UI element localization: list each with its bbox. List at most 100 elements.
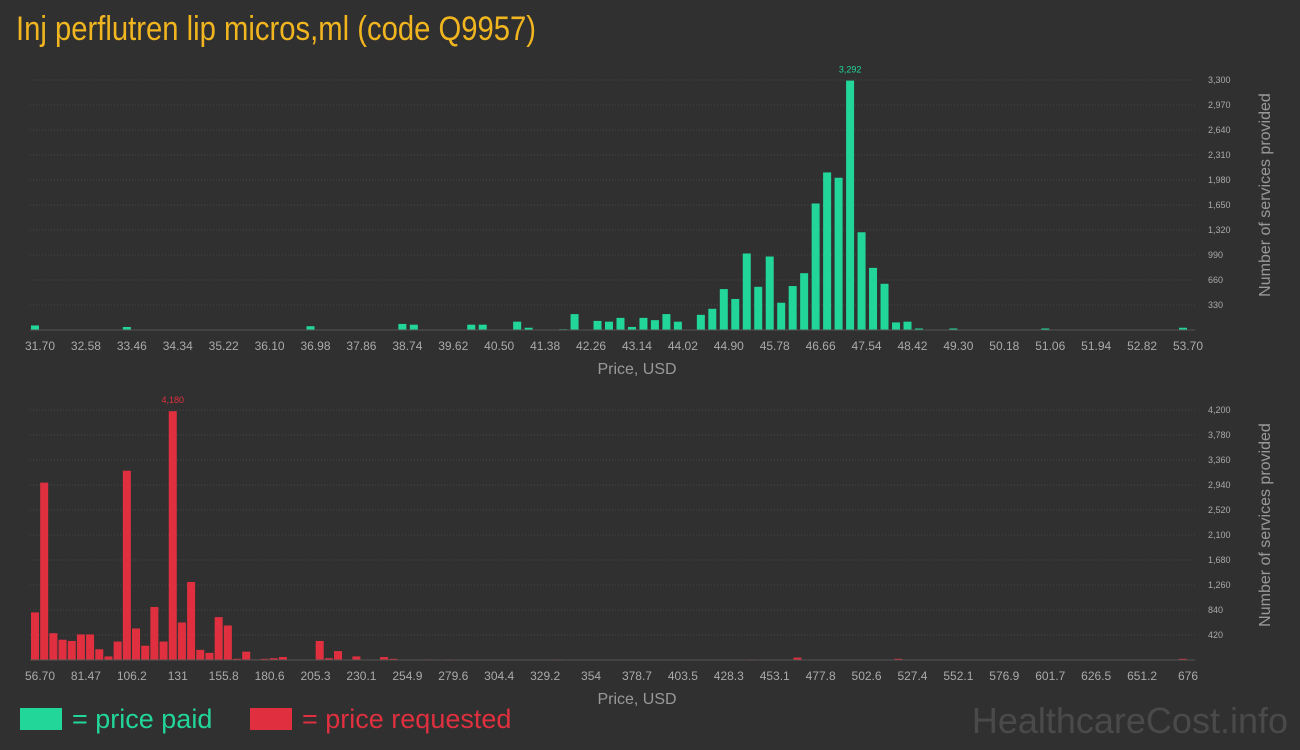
x-tick-label: 304.4 [484,669,514,683]
price-paid-chart: 330 660 990 1,320 1,650 1,980 2,310 2,640 2,970 3… [25,65,1274,378]
x-tick-label: 35.22 [209,339,239,353]
x-tick-label: 230.1 [346,669,376,683]
x-tick-label: 453.1 [760,669,790,683]
bar [122,326,131,330]
x-tick-label: 50.18 [989,339,1019,353]
bar [742,253,751,330]
x-tick-label: 106.2 [117,669,147,683]
bar [1179,658,1187,660]
y-tick-label: 2,640 [1208,125,1231,135]
x-tick-label: 254.9 [392,669,422,683]
bar [869,267,878,330]
watermark: HealthcareCost.info [971,700,1288,741]
bar [793,657,802,660]
bar [605,321,613,330]
x-tick-label: 403.5 [668,669,698,683]
x-tick-label: 180.6 [255,669,285,683]
x-tick-label: 155.8 [209,669,239,683]
y-tick-label: 2,970 [1208,100,1231,110]
bar [177,622,186,660]
x-tick-label: 52.82 [1127,339,1157,353]
y-tick-label: 3,300 [1208,75,1231,85]
bar [949,328,958,330]
bar [777,302,786,330]
bar [269,658,278,660]
bar [260,658,269,660]
bar [570,314,579,330]
bar [86,634,95,660]
bar [95,649,104,660]
bar [894,658,903,660]
bar [334,651,343,660]
x-tick-label: 48.42 [897,339,927,353]
x-tick-label: 502.6 [852,669,882,683]
x-tick-label: 37.86 [346,339,376,353]
y-tick-label: 330 [1208,300,1223,310]
bar [40,482,49,660]
legend-swatch-requested [250,708,292,730]
bar [113,641,122,660]
y-tick-label: 3,780 [1208,430,1231,440]
x-tick-label: 51.06 [1035,339,1065,353]
price-requested-chart: 420 840 1,260 1,680 2,100 2,520 2,940 3,360 3,78… [25,395,1274,708]
bar [765,256,774,330]
bar [278,657,287,660]
bar [754,286,763,330]
x-tick-label: 329.2 [530,669,560,683]
x-tick-label: 205.3 [301,669,331,683]
bar [58,639,67,660]
x-tick-label: 32.58 [71,339,101,353]
y-tick-label: 420 [1208,630,1223,640]
max-data-label: 4,180 [161,395,184,405]
y-tick-label: 1,680 [1208,555,1231,565]
x-tick-label: 51.94 [1081,339,1111,353]
bar [892,322,900,330]
legend-swatch-paid [20,708,62,730]
bar [205,652,214,660]
x-tick-label: 36.10 [255,339,285,353]
bar [122,470,131,660]
bar [141,645,150,660]
y-tick-label: 660 [1208,275,1223,285]
x-tick-label: 40.50 [484,339,514,353]
bar [811,203,820,330]
bar [834,177,843,330]
bar [616,317,625,330]
x-tick-label: 626.5 [1081,669,1111,683]
bar [524,327,533,330]
chart-title: Inj perflutren lip micros,ml (code Q9957… [16,10,537,48]
bar [223,625,232,660]
bar [306,326,315,330]
x-tick-label: 131 [168,669,188,683]
bar [513,321,522,330]
x-tick-label: 576.9 [989,669,1019,683]
bar [914,328,923,330]
bar [187,582,196,660]
y-tick-label: 4,200 [1208,405,1231,415]
bar [1179,327,1187,330]
max-data-label: 3,292 [839,65,862,75]
bar [650,320,659,330]
x-tick-label: 354 [581,669,601,683]
y-tick-label: 1,320 [1208,225,1231,235]
legend-price-requested: = price requested [250,704,511,734]
bar [31,325,39,330]
x-tick-label: 378.7 [622,669,652,683]
bar [800,273,809,330]
bar [168,411,177,660]
bar [389,658,398,660]
bar [662,314,671,330]
bar [593,320,602,330]
x-tick-label: 676 [1178,669,1198,683]
bar [467,324,476,330]
y-tick-label: 1,650 [1208,200,1231,210]
x-tick-label: 49.30 [943,339,973,353]
x-tick-label: 43.14 [622,339,652,353]
bar [315,640,324,660]
bar [242,651,251,660]
bar [31,612,39,660]
bar [214,617,223,660]
x-tick-label: 47.54 [852,339,882,353]
x-tick-label: 279.6 [438,669,468,683]
x-tick-label: 651.2 [1127,669,1157,683]
